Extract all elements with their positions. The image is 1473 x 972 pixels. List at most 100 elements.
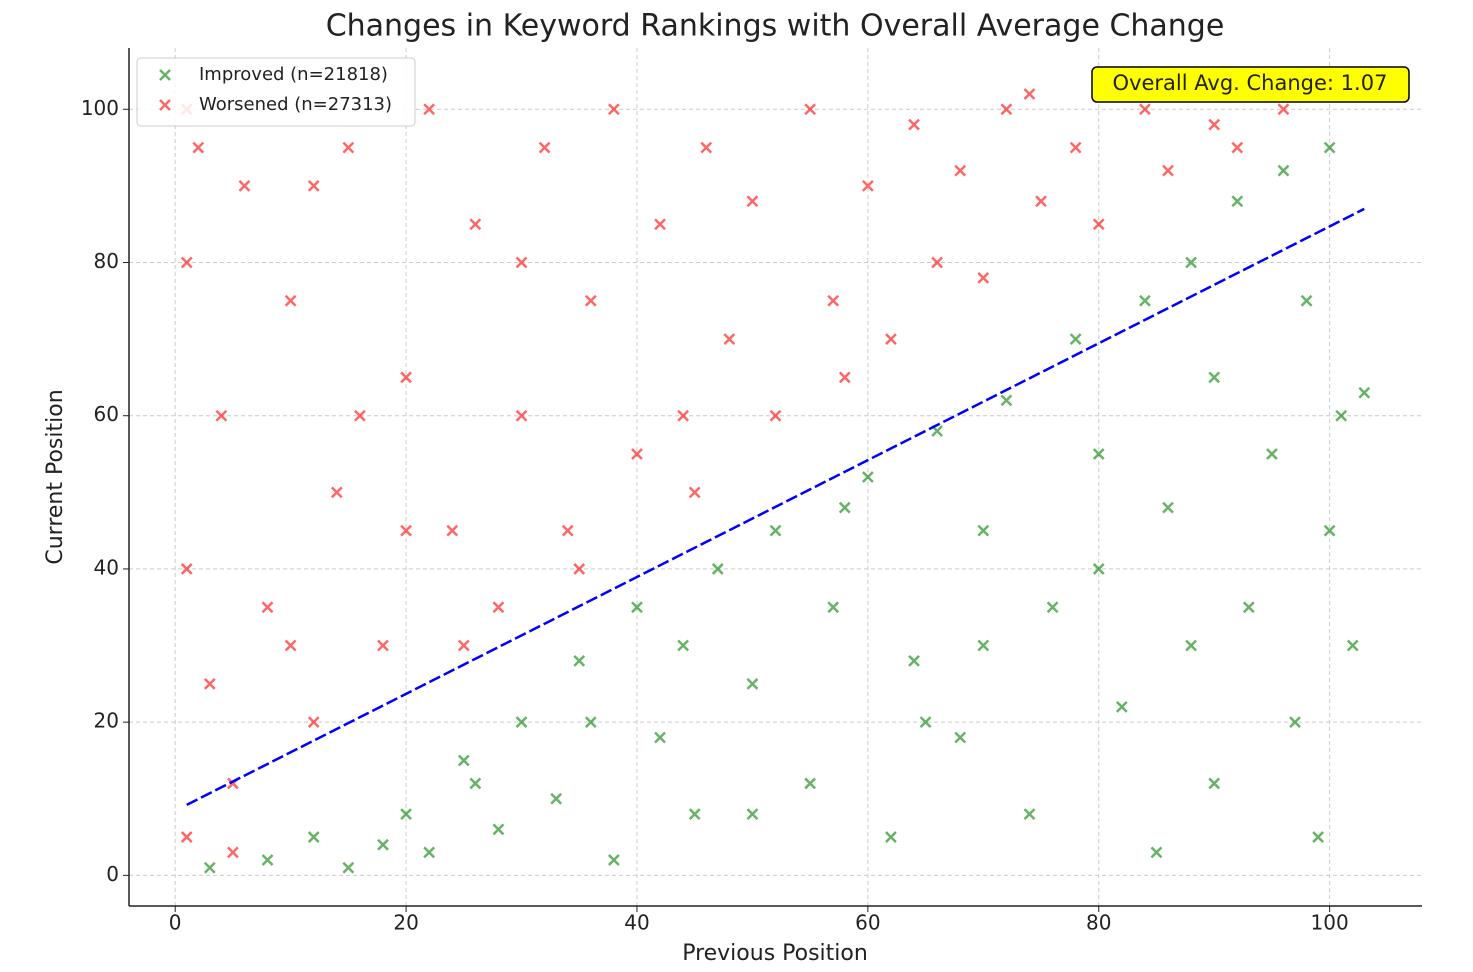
y-tick-label: 40 [94, 555, 119, 579]
x-tick-label: 0 [169, 911, 182, 935]
point [492, 601, 505, 614]
point [515, 716, 528, 729]
point [261, 854, 274, 866]
point [1092, 218, 1105, 231]
point [654, 731, 666, 744]
point [1277, 164, 1290, 177]
point [607, 103, 620, 116]
chart-title: Changes in Keyword Rankings with Overall… [326, 9, 1225, 44]
annotation: Overall Avg. Change: 1.07 [1113, 71, 1388, 95]
point [908, 654, 920, 667]
point [180, 256, 193, 269]
point [1208, 118, 1221, 131]
x-tick-label: 100 [1311, 911, 1349, 935]
point [342, 861, 355, 874]
point [688, 486, 701, 499]
point [1185, 256, 1197, 269]
point [1000, 103, 1013, 116]
point [885, 333, 897, 345]
point [746, 195, 759, 208]
point [1139, 103, 1151, 116]
point [607, 854, 620, 866]
point [1312, 831, 1324, 843]
point [885, 831, 897, 843]
point [1023, 808, 1036, 820]
legend-marker [159, 69, 171, 81]
trend-line [186, 207, 1365, 806]
legend-box [136, 57, 416, 127]
x-tick-label: 80 [1086, 911, 1111, 935]
point [573, 654, 586, 667]
point [1335, 409, 1348, 422]
point [1323, 524, 1336, 537]
point [1208, 371, 1221, 384]
point [804, 777, 817, 790]
point [769, 409, 782, 422]
point [861, 180, 874, 192]
point [227, 846, 239, 859]
point [654, 218, 666, 231]
point [688, 808, 701, 820]
point [469, 777, 482, 790]
point [1115, 700, 1128, 713]
x-axis-label: Previous Position [682, 941, 868, 966]
point [1358, 386, 1371, 399]
point [307, 831, 320, 843]
point [550, 792, 563, 805]
y-tick-label: 100 [81, 96, 119, 120]
point [827, 294, 840, 307]
point [284, 294, 297, 307]
point [1150, 846, 1163, 859]
point [861, 471, 874, 483]
point [423, 103, 436, 116]
point [1323, 141, 1336, 154]
point [838, 371, 851, 384]
x-tick-label: 20 [393, 911, 418, 935]
point [1185, 639, 1197, 652]
point [1277, 103, 1290, 116]
point [1346, 639, 1359, 652]
point [400, 524, 412, 537]
point [469, 218, 482, 231]
point [1035, 195, 1047, 208]
point [261, 601, 274, 614]
point [330, 486, 343, 499]
point [700, 141, 713, 154]
legend-label: Worsened (n=27313) [199, 94, 392, 115]
point [1069, 333, 1082, 345]
point [954, 731, 967, 744]
annotation-box [1091, 66, 1410, 103]
y-axis-label: Current Position [43, 389, 68, 564]
point [538, 141, 551, 154]
y-tick-label: 60 [94, 402, 119, 426]
x-tick-label: 60 [855, 911, 880, 935]
y-tick-label: 0 [106, 862, 119, 886]
point [1266, 448, 1278, 460]
point [838, 501, 851, 514]
point [977, 524, 990, 537]
point [457, 639, 470, 652]
point [1242, 601, 1255, 614]
point [342, 141, 355, 154]
point [908, 118, 920, 131]
y-tick-label: 80 [94, 249, 119, 273]
point [769, 524, 782, 537]
point [377, 639, 389, 652]
point [1162, 164, 1174, 177]
point [215, 409, 228, 422]
point [804, 103, 817, 116]
point [1139, 294, 1151, 307]
point [203, 861, 216, 874]
point [746, 677, 759, 690]
point [457, 754, 470, 767]
point [446, 524, 459, 537]
point [723, 333, 736, 345]
point [180, 831, 193, 843]
point [827, 601, 840, 614]
point [492, 823, 505, 836]
point [515, 256, 528, 269]
point [677, 639, 690, 652]
point [954, 164, 967, 177]
point [677, 409, 690, 422]
